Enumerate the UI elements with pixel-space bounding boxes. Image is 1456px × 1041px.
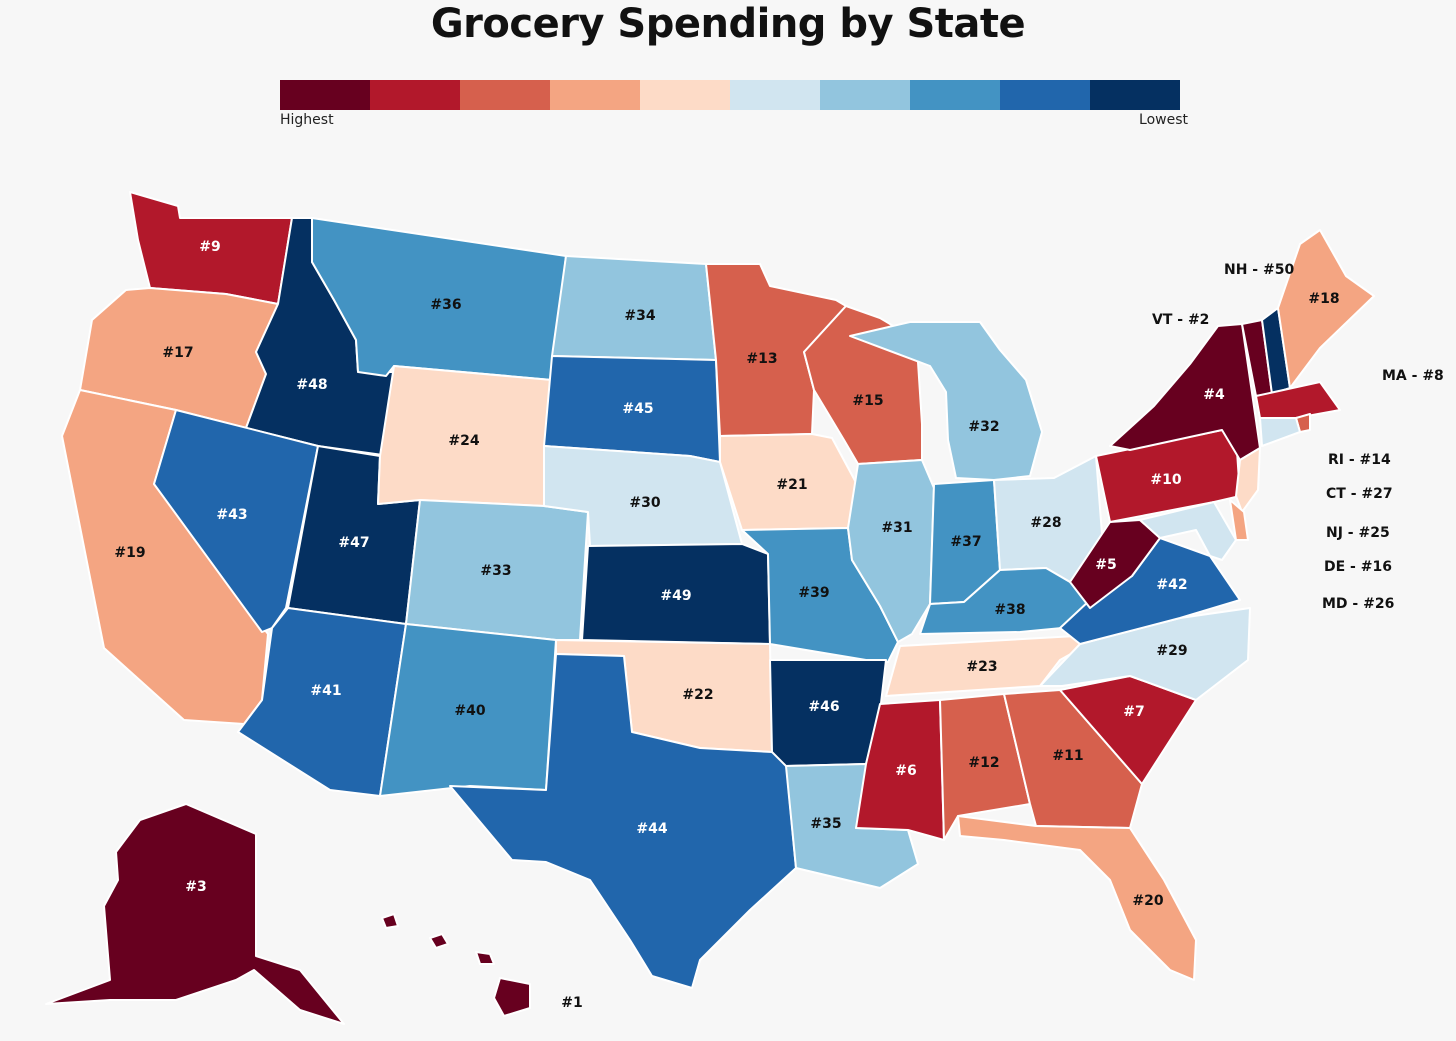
- state-label-IL: #31: [881, 520, 912, 536]
- state-label-MO: #39: [798, 585, 829, 601]
- state-label-LA: #35: [810, 816, 841, 832]
- state-label-NY: #4: [1203, 387, 1225, 403]
- state-label-WV: #5: [1095, 557, 1116, 573]
- side-label-RI: RI - #14: [1328, 452, 1391, 468]
- state-label-FL: #20: [1132, 893, 1163, 909]
- state-label-UT: #47: [338, 535, 369, 551]
- state-label-VA: #42: [1156, 577, 1187, 593]
- state-label-TX: #44: [636, 821, 667, 837]
- state-TX[interactable]: [449, 653, 797, 989]
- state-MD[interactable]: [1139, 501, 1237, 561]
- color-scale-legend: [280, 80, 1180, 110]
- state-label-CA: #19: [114, 545, 145, 561]
- state-label-MS: #6: [895, 763, 916, 779]
- legend-swatch-4: [550, 80, 640, 110]
- legend-swatch-1: [280, 80, 370, 110]
- state-FL[interactable]: [957, 815, 1197, 981]
- legend-lowest-label: Lowest: [1139, 112, 1188, 128]
- state-label-SD: #45: [622, 401, 653, 417]
- state-label-IA: #21: [776, 477, 807, 493]
- state-label-KY: #38: [994, 602, 1025, 618]
- state-label-HI: #1: [561, 995, 582, 1011]
- state-label-OH: #28: [1030, 515, 1061, 531]
- side-label-DE: DE - #16: [1324, 559, 1392, 575]
- state-AL[interactable]: [939, 693, 1031, 841]
- legend-highest-label: Highest: [280, 112, 334, 128]
- legend-swatch-9: [1000, 80, 1090, 110]
- state-label-PA: #10: [1150, 472, 1181, 488]
- state-label-MN: #13: [746, 351, 777, 367]
- side-label-VT: VT - #2: [1152, 312, 1209, 328]
- state-label-ID: #48: [296, 377, 327, 393]
- state-NY[interactable]: [1109, 323, 1261, 461]
- side-label-MA: MA - #8: [1382, 368, 1444, 384]
- state-label-ME: #18: [1308, 291, 1339, 307]
- state-CT[interactable]: [1259, 417, 1301, 447]
- state-label-NE: #30: [629, 495, 660, 511]
- legend-swatch-8: [910, 80, 1000, 110]
- state-label-AL: #12: [968, 755, 999, 771]
- state-label-SC: #7: [1123, 704, 1144, 720]
- state-label-AR: #46: [808, 699, 839, 715]
- state-ME[interactable]: [1277, 229, 1375, 389]
- state-label-TN: #23: [966, 659, 997, 675]
- state-label-GA: #11: [1052, 748, 1083, 764]
- legend-swatch-3: [460, 80, 550, 110]
- state-label-MI: #32: [968, 419, 999, 435]
- legend-swatch-6: [730, 80, 820, 110]
- side-label-NH: NH - #50: [1224, 262, 1294, 278]
- side-label-CT: CT - #27: [1326, 486, 1393, 502]
- legend-swatch-2: [370, 80, 460, 110]
- state-label-OR: #17: [162, 345, 193, 361]
- state-label-AK: #3: [185, 879, 206, 895]
- state-label-WY: #24: [448, 433, 479, 449]
- state-AK[interactable]: [45, 803, 345, 1025]
- state-label-KS: #49: [660, 588, 691, 604]
- state-label-WA: #9: [199, 239, 220, 255]
- state-label-OK: #22: [682, 687, 713, 703]
- state-label-NC: #29: [1156, 643, 1187, 659]
- state-label-ND: #34: [624, 308, 655, 324]
- side-label-NJ: NJ - #25: [1326, 525, 1390, 541]
- state-label-NM: #40: [454, 703, 485, 719]
- state-label-MT: #36: [430, 297, 461, 313]
- state-NJ[interactable]: [1235, 447, 1261, 513]
- state-label-AZ: #41: [310, 683, 341, 699]
- state-MI[interactable]: [849, 321, 1043, 481]
- state-DE[interactable]: [1229, 499, 1249, 541]
- state-MA[interactable]: [1255, 381, 1341, 419]
- state-IL[interactable]: [847, 459, 935, 643]
- state-label-CO: #33: [480, 563, 511, 579]
- legend-swatch-7: [820, 80, 910, 110]
- state-HI[interactable]: [381, 913, 531, 1017]
- state-label-NV: #43: [216, 507, 247, 523]
- state-label-IN: #37: [950, 534, 981, 550]
- legend-swatch-10: [1090, 80, 1180, 110]
- map-title: Grocery Spending by State: [430, 1, 1026, 47]
- side-label-MD: MD - #26: [1322, 596, 1394, 612]
- legend-swatch-5: [640, 80, 730, 110]
- state-label-WI: #15: [852, 393, 883, 409]
